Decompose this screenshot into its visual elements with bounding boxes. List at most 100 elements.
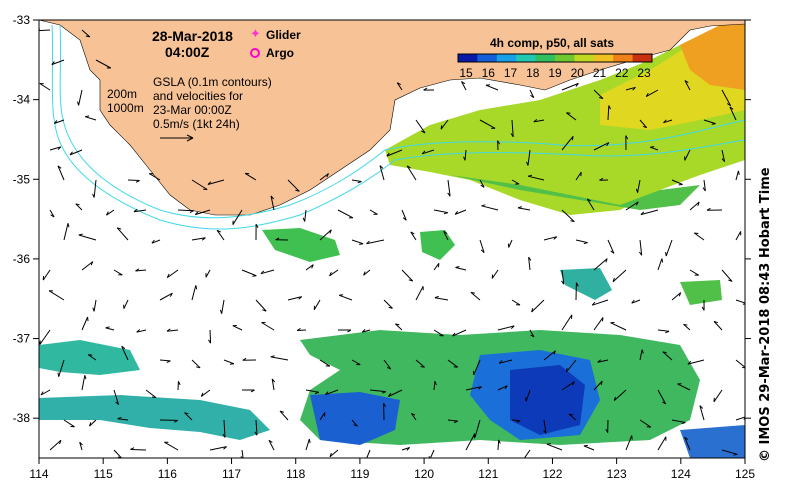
velocity-arrowhead: [117, 227, 122, 230]
colorbar-frame: [457, 53, 653, 63]
velocity-arrow: [151, 239, 161, 244]
velocity-arrow: [145, 389, 157, 398]
velocity-arrow: [566, 359, 577, 373]
velocity-arrow: [159, 359, 171, 362]
velocity-arrow: [529, 89, 535, 98]
velocity-arrow: [511, 419, 521, 422]
velocity-arrowhead: [678, 292, 682, 297]
velocity-arrow: [640, 209, 659, 216]
velocity-arrow: [452, 329, 467, 337]
velocity-arrow: [406, 165, 417, 181]
credit-text: © IMOS 29-Mar-2018 08:43 Hobart Time: [758, 167, 773, 462]
velocity-arrow: [713, 321, 723, 331]
velocity-arrowhead: [78, 233, 83, 236]
velocity-arrow: [735, 231, 742, 241]
velocity-arrow: [684, 80, 691, 91]
colorbar-swatch: [574, 54, 595, 62]
scale-arrow: [160, 134, 194, 142]
velocity-arrow: [508, 239, 513, 248]
glider-icon: ✦: [250, 26, 261, 41]
velocity-arrowhead: [347, 329, 352, 333]
velocity-arrowhead: [250, 389, 255, 393]
velocity-arrow: [465, 386, 482, 391]
velocity-arrow: [40, 389, 51, 396]
velocity-arrow: [297, 329, 307, 331]
velocity-arrowhead: [463, 156, 466, 161]
velocity-arrowhead: [561, 280, 565, 285]
velocity-arrow: [113, 389, 120, 405]
velocity-arrowhead: [525, 397, 527, 402]
velocity-arrowhead: [631, 299, 635, 304]
velocity-arrowhead: [388, 392, 392, 397]
velocity-arrow: [464, 149, 467, 161]
velocity-arrowhead: [702, 187, 706, 192]
velocity-arrowhead: [105, 326, 110, 329]
velocity-arrowhead: [353, 424, 358, 427]
velocity-arrowhead: [640, 211, 645, 215]
x-tick-label: 115: [94, 467, 113, 481]
velocity-arrow: [511, 299, 521, 306]
velocity-arrowhead: [40, 391, 44, 396]
velocity-arrowhead: [184, 412, 189, 415]
colorbar-tick-label: 19: [548, 66, 562, 80]
velocity-arrow: [329, 269, 339, 277]
velocity-arrowhead: [219, 309, 223, 314]
velocity-arrowhead: [591, 301, 596, 306]
velocity-arrow: [244, 172, 257, 181]
velocity-arrowhead: [194, 211, 199, 215]
velocity-arrowhead: [721, 158, 725, 163]
velocity-arrow: [54, 119, 65, 124]
velocity-arrowhead: [528, 256, 532, 261]
velocity-arrowhead: [583, 444, 588, 447]
velocity-arrow: [386, 149, 403, 157]
velocity-arrow: [561, 381, 575, 391]
velocity-arrowhead: [733, 453, 738, 456]
gsla-line-2: and velocities for: [153, 89, 243, 103]
velocity-arrowhead: [270, 195, 274, 200]
velocity-arrowhead: [421, 150, 426, 155]
sst-patch-c: [560, 268, 612, 300]
velocity-arrow: [93, 179, 97, 198]
sst-patch-b: [420, 230, 455, 260]
velocity-arrowhead: [632, 86, 636, 91]
colorbar-tick-label: 23: [637, 66, 651, 80]
velocity-arrow: [49, 146, 61, 151]
velocity-arrow: [69, 149, 83, 156]
velocity-arrow: [89, 419, 97, 427]
velocity-arrow: [546, 443, 563, 451]
velocity-arrow: [113, 449, 123, 458]
velocity-arrow: [481, 205, 499, 211]
velocity-arrow: [517, 207, 531, 211]
velocity-arrowhead: [388, 306, 393, 309]
velocity-arrow: [637, 179, 641, 193]
colorbar-swatch: [496, 54, 517, 62]
velocity-arrow: [78, 234, 97, 241]
velocity-arrowhead: [268, 439, 273, 443]
velocity-arrowhead: [254, 431, 258, 436]
velocity-arrow: [583, 445, 595, 451]
velocity-arrow: [223, 419, 226, 438]
legend-argo: Argo: [266, 46, 294, 60]
velocity-arrowhead: [694, 232, 699, 234]
velocity-arrowhead: [497, 140, 501, 145]
velocity-arrow: [527, 149, 531, 166]
velocity-arrow: [395, 323, 403, 331]
velocity-arrow: [113, 269, 123, 276]
velocity-arrow: [221, 299, 225, 314]
velocity-arrow: [51, 59, 65, 66]
velocity-arrow: [433, 263, 440, 271]
velocity-arrow: [363, 269, 371, 276]
velocity-arrow: [543, 350, 556, 361]
velocity-arrow: [401, 269, 414, 282]
colorbar-tick-label: 15: [459, 66, 473, 80]
velocity-arrowhead: [423, 87, 428, 91]
velocity-arrowhead: [411, 412, 416, 416]
velocity-arrowhead: [386, 366, 392, 370]
velocity-arrowhead: [298, 296, 303, 300]
y-axis: -33 -34 -35 -36 -37 -38: [13, 13, 751, 425]
colorbar-swatch: [477, 54, 498, 62]
velocity-arrowhead: [443, 230, 448, 235]
velocity-arrowhead: [106, 211, 109, 216]
land-western-australia: [39, 20, 745, 216]
colorbar-swatch: [458, 54, 478, 62]
